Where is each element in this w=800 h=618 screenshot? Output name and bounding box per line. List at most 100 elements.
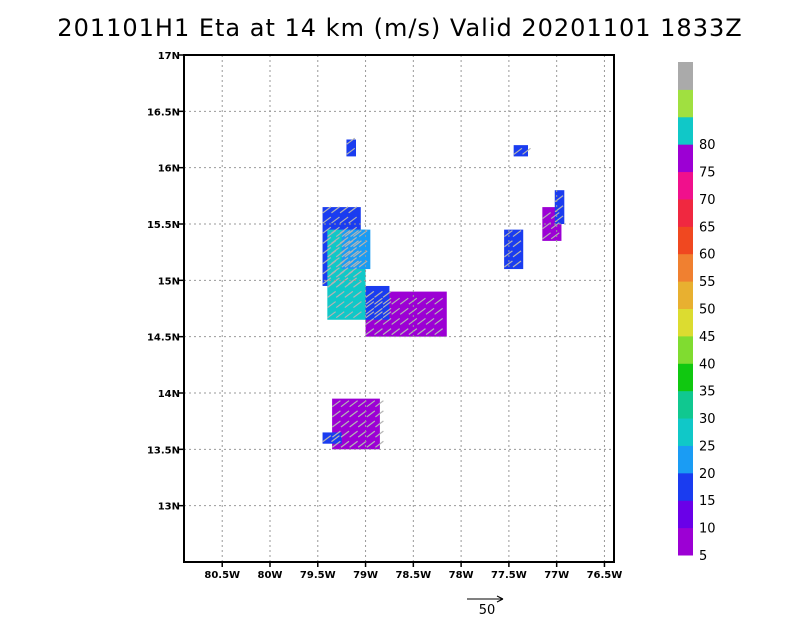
wind-vector xyxy=(353,240,362,248)
wind-vector xyxy=(340,400,350,408)
wind-vector xyxy=(322,226,332,234)
plot-frame xyxy=(183,54,615,563)
wind-vector xyxy=(331,216,340,224)
wind-vector xyxy=(327,240,336,248)
wind-vector xyxy=(341,250,351,258)
wind-vector xyxy=(366,400,376,408)
wind-vector xyxy=(331,206,340,214)
region-northeast-d xyxy=(513,145,528,157)
wind-vector xyxy=(322,277,332,285)
wind-vector xyxy=(339,206,349,214)
colorbar-bin xyxy=(678,527,693,556)
wind-vector xyxy=(350,250,359,258)
plot-area: 80.5W 80W 79.5W 79W 78.5W 78W 77.5W 77W 76.5W 13N… xyxy=(147,51,622,581)
wind-vector xyxy=(425,297,435,305)
wind-vector xyxy=(332,400,341,408)
wind-vector xyxy=(322,246,332,254)
wind-vector xyxy=(344,250,354,258)
colorbar-label: 70 xyxy=(699,193,716,208)
wind-vector xyxy=(357,400,367,408)
wind-vector xyxy=(340,430,350,438)
colorbar-bin xyxy=(678,418,693,446)
wind-vector xyxy=(327,301,336,309)
wind-vector xyxy=(349,400,358,408)
wind-vector xyxy=(357,440,367,448)
wind-vector xyxy=(340,420,350,428)
wind-vector xyxy=(399,328,409,336)
wind-vector xyxy=(332,420,341,428)
wind-vector xyxy=(322,236,332,244)
wind-vector xyxy=(425,328,435,336)
wind-vector xyxy=(340,440,350,448)
wind-vector xyxy=(374,290,383,298)
colorbar-bin xyxy=(678,253,693,282)
x-tick-label: 77.5W xyxy=(491,570,527,581)
wind-vector xyxy=(349,430,358,438)
y-tick-label: 14.5N xyxy=(147,333,180,344)
wind-vector xyxy=(322,206,332,214)
wind-vector xyxy=(365,311,375,319)
wind-vector xyxy=(344,230,354,238)
wind-vector xyxy=(353,260,362,268)
wind-vector xyxy=(417,297,426,305)
region-central-east-blue xyxy=(365,285,390,320)
wind-vector xyxy=(346,147,356,155)
wind-vector xyxy=(522,147,531,155)
wind-vector xyxy=(344,280,354,288)
wind-vector xyxy=(327,230,336,238)
wind-vector xyxy=(391,297,401,305)
x-tick-label: 79.5W xyxy=(300,570,336,581)
wind-vector xyxy=(504,260,513,268)
wind-vector xyxy=(391,307,401,315)
wind-vector xyxy=(344,301,354,309)
wind-vector xyxy=(513,147,523,155)
colorbar-bin xyxy=(678,226,693,255)
wind-vector xyxy=(327,290,336,298)
y-tick-label: 13N xyxy=(158,502,180,513)
wind-vector xyxy=(512,260,522,268)
wind-vector xyxy=(382,297,392,305)
wind-vector xyxy=(335,260,345,268)
wind-vector xyxy=(391,317,401,325)
wind-vector xyxy=(332,440,341,448)
wind-vector xyxy=(353,301,362,309)
wind-vector xyxy=(434,307,444,315)
y-tick-label: 17N xyxy=(158,51,180,62)
wind-vector xyxy=(344,270,354,278)
wind-vector xyxy=(375,440,384,448)
wind-vector xyxy=(425,317,435,325)
wind-vector xyxy=(375,400,384,408)
wind-vector xyxy=(353,290,362,298)
wind-vector xyxy=(550,222,560,230)
wind-vector xyxy=(504,230,513,238)
x-tick-label: 80.5W xyxy=(204,570,240,581)
wind-vector xyxy=(322,216,332,224)
wind-vector xyxy=(504,250,513,258)
wind-vector xyxy=(339,216,349,224)
wind-vector xyxy=(550,212,560,220)
colorbar-label: 40 xyxy=(699,357,716,372)
wind-vector xyxy=(335,270,345,278)
y-tick-label: 16N xyxy=(158,164,180,175)
wind-vector xyxy=(341,230,351,238)
colorbar-bin xyxy=(678,89,693,118)
y-tick-label: 15N xyxy=(158,276,180,287)
wind-vector xyxy=(382,311,392,319)
wind-vector xyxy=(365,317,375,325)
wind-vector xyxy=(542,232,551,240)
wind-vector xyxy=(375,430,384,438)
region-northeast-c xyxy=(554,190,565,224)
region-south-blue xyxy=(322,432,342,444)
wind-vector xyxy=(365,297,375,305)
colorbar-bin xyxy=(678,390,693,419)
colorbar-label: 15 xyxy=(699,494,716,509)
colorbar-bin xyxy=(678,116,693,145)
wind-vector xyxy=(366,440,376,448)
colorbar-label: 35 xyxy=(699,385,716,400)
reference-vector-label: 50 xyxy=(479,603,496,618)
colorbar: 5 10 15 20 25 30 35 40 45 50 55 60 65 70 75 80 xyxy=(678,62,716,564)
wind-vector xyxy=(335,290,345,298)
wind-vector xyxy=(365,290,375,298)
wind-vector xyxy=(434,317,444,325)
